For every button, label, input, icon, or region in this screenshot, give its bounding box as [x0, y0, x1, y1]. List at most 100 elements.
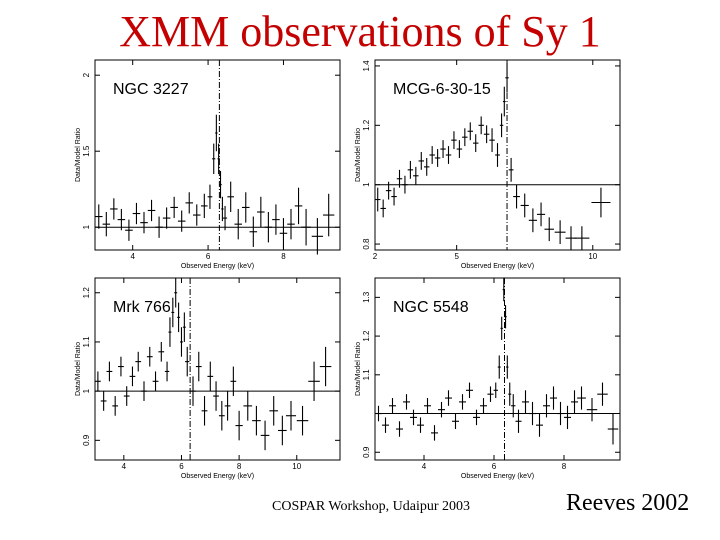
x-axis-title: Observed Energy (keV) [181, 473, 254, 480]
footer-workshop: COSPAR Workshop, Udaipur 2003 [272, 499, 471, 514]
data-point [407, 160, 414, 179]
data-point [391, 187, 397, 206]
data-point [308, 361, 320, 401]
x-axis-title: Observed Energy (keV) [461, 473, 534, 480]
data-point [520, 193, 529, 218]
x-tick-label: 10 [588, 252, 597, 261]
x-axis-title: Observed Energy (keV) [181, 263, 254, 270]
data-point [164, 361, 170, 382]
data-point [212, 143, 216, 174]
data-point [577, 386, 586, 410]
x-tick-label: 8 [237, 462, 242, 471]
data-point [222, 205, 228, 231]
data-point [311, 218, 324, 255]
data-point [571, 390, 578, 414]
y-tick-label: 1.1 [82, 336, 91, 348]
data-point [170, 196, 178, 219]
data-point [287, 208, 295, 240]
data-point [445, 390, 452, 406]
data-point [586, 398, 598, 422]
data-point [508, 382, 512, 406]
data-point [607, 413, 619, 445]
y-tick-label: 1.2 [362, 119, 371, 131]
data-point [528, 208, 537, 233]
x-axis-title: Observed Energy (keV) [461, 263, 534, 270]
y-tick-label: 1 [82, 388, 91, 393]
data-point [201, 193, 208, 219]
data-point [249, 216, 258, 247]
data-point [279, 218, 288, 249]
data-point [110, 198, 118, 220]
data-point [243, 391, 253, 421]
data-point [185, 192, 193, 214]
data-point [190, 376, 196, 406]
plot-frame [94, 59, 341, 251]
y-tick-label: 0.8 [362, 238, 371, 250]
data-point [478, 116, 484, 135]
data-point [221, 196, 224, 222]
data-point [217, 143, 220, 174]
data-point [418, 152, 424, 170]
data-point [424, 157, 430, 176]
data-point [141, 381, 147, 401]
data-point [117, 208, 126, 231]
y-tick-label: 0.9 [362, 446, 371, 458]
x-tick-label: 4 [122, 462, 127, 471]
data-point [323, 193, 335, 237]
data-point [234, 208, 242, 240]
data-point [489, 128, 495, 153]
y-tick-label: 0.9 [82, 434, 91, 446]
data-point [207, 184, 213, 209]
plot-frame [374, 59, 621, 251]
data-point [125, 219, 133, 241]
x-tick-label: 8 [281, 252, 286, 261]
data-point [375, 187, 381, 212]
data-point [382, 417, 389, 433]
data-point [497, 355, 501, 379]
data-point [182, 312, 186, 342]
data-point [100, 391, 107, 411]
data-point [529, 401, 536, 426]
data-point [264, 212, 273, 243]
data-point [118, 356, 124, 377]
data-point [102, 212, 111, 237]
y-tick-label: 1.1 [362, 369, 371, 381]
data-point [413, 166, 419, 185]
data-point [434, 149, 441, 167]
y-axis-title: Data/Model Ratio [355, 342, 362, 396]
data-point [508, 157, 514, 182]
data-point [456, 140, 463, 158]
data-point [564, 405, 571, 430]
data-point [272, 204, 280, 235]
data-point [95, 371, 101, 392]
y-tick-label: 1.5 [82, 145, 91, 157]
data-point [574, 226, 590, 250]
data-point [487, 386, 494, 402]
data-point [171, 297, 175, 328]
data-point [129, 366, 136, 387]
plot-title: MCG-6-30-15 [393, 81, 491, 98]
data-point [123, 386, 130, 406]
data-point [147, 199, 156, 222]
y-tick-label: 1.4 [362, 60, 371, 72]
data-point [278, 415, 287, 446]
data-point [155, 216, 163, 238]
data-point [168, 317, 172, 347]
data-point [301, 208, 311, 246]
data-point [493, 382, 498, 399]
data-point [180, 327, 183, 357]
data-point [515, 409, 522, 433]
data-point [135, 351, 142, 372]
plot-title: Mrk 766 [113, 299, 171, 316]
data-point [429, 146, 435, 164]
data-point [296, 405, 309, 436]
x-tick-label: 5 [454, 252, 459, 261]
data-point [224, 391, 231, 421]
data-point [522, 390, 529, 414]
data-point [95, 204, 103, 229]
data-point [466, 382, 473, 399]
x-tick-label: 4 [422, 462, 427, 471]
data-point [375, 405, 382, 422]
data-point [396, 169, 403, 188]
